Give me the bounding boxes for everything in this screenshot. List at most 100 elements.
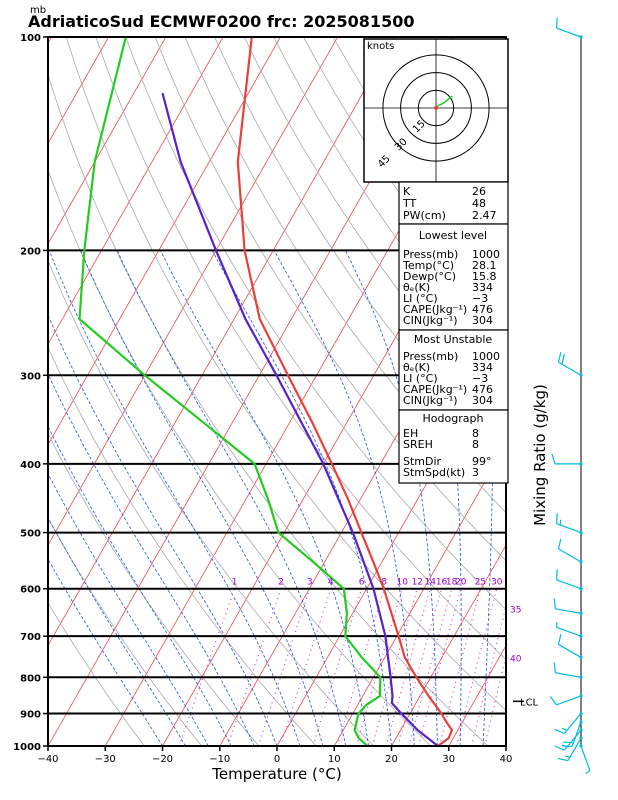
dry-adiabat-line: [48, 259, 375, 746]
wind-barb: [554, 728, 583, 751]
wind-barb-flag: [555, 569, 558, 580]
wind-barb-base: [579, 560, 583, 564]
wind-barb: [555, 513, 583, 535]
mixing-ratio-label: 16: [436, 578, 448, 588]
pressure-unit: mb: [30, 5, 46, 16]
wind-barb: [549, 694, 583, 706]
ll-li-label: LI (°C): [403, 292, 438, 305]
mu-cape-value: 476: [472, 383, 493, 396]
wind-barb-flag: [563, 741, 574, 744]
wind-barb-staff: [558, 643, 582, 658]
hodograph: knots 15 30 45: [363, 38, 509, 183]
mu-li-label: LI (°C): [403, 372, 438, 385]
isotherm-line: [505, 745, 506, 746]
wind-barb: [555, 17, 583, 39]
wind-barb-staff: [580, 745, 591, 771]
dry-adiabat-line: [48, 601, 145, 746]
ll-thetae-value: 334: [472, 281, 493, 294]
hodograph-header: Hodograph: [423, 412, 484, 425]
ll-cin-value: 304: [472, 314, 493, 327]
wind-barb: [557, 634, 583, 660]
isotherm-line: [48, 37, 224, 346]
wind-barb-staff: [555, 672, 582, 678]
lcl-label: LCL: [520, 697, 539, 708]
wind-barb-base: [579, 373, 583, 377]
ll-temp-label: Temp(°C): [402, 259, 454, 272]
x-axis-ticks: −40 −30 −20 −10 0 10 20 30 40: [37, 746, 512, 765]
wind-barb-base: [579, 711, 583, 716]
x-tick-label: 40: [500, 754, 513, 765]
lcl-marker: LCL: [513, 697, 539, 708]
pressure-tick-label: 300: [20, 371, 41, 382]
wind-barb-staff: [571, 721, 582, 747]
wind-barb-base: [579, 587, 583, 591]
pressure-tick-label: 200: [20, 246, 41, 257]
dry-adiabat-line: [48, 517, 203, 746]
wind-barb-flag: [561, 353, 565, 365]
stmspd-value: 3: [472, 466, 479, 479]
pressure-tick-label: 700: [20, 632, 41, 643]
ll-cin-label: CIN(Jkg⁻¹): [403, 314, 458, 327]
mixing-ratio-line: [336, 588, 385, 746]
x-tick-label: −40: [37, 754, 58, 765]
wind-barb-flag: [557, 538, 562, 550]
wind-barb: [557, 538, 583, 564]
mu-li-value: −3: [472, 372, 488, 385]
pressure-tick-label: 500: [20, 529, 41, 540]
wind-barb: [551, 453, 583, 466]
pw-label: PW(cm): [403, 209, 446, 222]
ll-cape-value: 476: [472, 303, 493, 316]
ll-temp-value: 28.1: [472, 259, 497, 272]
isotherm-line: [48, 37, 396, 647]
x-tick-label: −20: [152, 754, 173, 765]
dry-adiabat-line: [184, 37, 506, 514]
temperature-profile-line: [236, 37, 454, 746]
isotherm-lines: [48, 37, 506, 746]
mixing-ratio-label: 14: [424, 578, 436, 588]
pressure-axis-ticks: 100 200 300 400 500 600 700 800 900 1000: [13, 33, 48, 753]
most-unstable-header: Most Unstable: [414, 333, 493, 346]
sreh-label: SREH: [403, 438, 433, 451]
mixing-ratio-axis-label: Mixing Ratio (g/kg): [531, 384, 549, 526]
hodograph-ring: [400, 72, 472, 144]
moist-adiabat-line: [48, 373, 255, 746]
x-tick-label: 0: [274, 754, 280, 765]
wind-barb-base: [579, 462, 583, 466]
wind-barb: [579, 744, 591, 775]
wind-barb: [557, 736, 583, 762]
mixing-ratio-line: [355, 588, 403, 746]
mu-cape-label: CAPE(Jkg⁻¹): [403, 383, 467, 396]
wind-barb-base: [579, 720, 583, 724]
wind-barb-staff: [556, 579, 582, 590]
dry-adiabat-line: [214, 37, 506, 467]
chart-title: AdriaticoSud ECMWF0200 frc: 2025081500: [28, 12, 414, 31]
ll-dewp-value: 15.8: [472, 270, 497, 283]
ll-li-value: −3: [472, 292, 488, 305]
isotherm-line: [48, 37, 339, 546]
wind-barb-base: [579, 744, 583, 748]
hodograph-trace: [435, 95, 453, 109]
k-label: K: [403, 185, 411, 198]
wind-barb-base: [579, 35, 583, 39]
wind-barb-flag: [553, 662, 556, 673]
tt-label: TT: [402, 197, 417, 210]
mixing-ratio-line: [471, 604, 506, 746]
wind-barb-staff: [563, 713, 582, 734]
k-value: 26: [472, 185, 486, 198]
mixing-ratio-label: 30: [491, 578, 503, 588]
lowest-level-header: Lowest level: [419, 229, 487, 242]
moist-adiabat-line: [273, 250, 415, 746]
parcel-profile-line: [161, 92, 439, 746]
wind-barb-staff: [558, 361, 582, 376]
wind-barb-flag: [555, 513, 558, 524]
dry-adiabat-line: [48, 432, 260, 746]
mixing-ratio-label: 40: [510, 654, 522, 664]
ll-cape-label: CAPE(Jkg⁻¹): [403, 303, 467, 316]
stmspd-label: StmSpd(kt): [403, 466, 465, 479]
wind-barb-staff: [556, 695, 582, 706]
stmdir-value: 99°: [472, 455, 492, 468]
mixing-ratio-line: [408, 588, 453, 746]
isotherm-line: [162, 142, 506, 746]
mixing-ratio-line: [279, 588, 332, 746]
